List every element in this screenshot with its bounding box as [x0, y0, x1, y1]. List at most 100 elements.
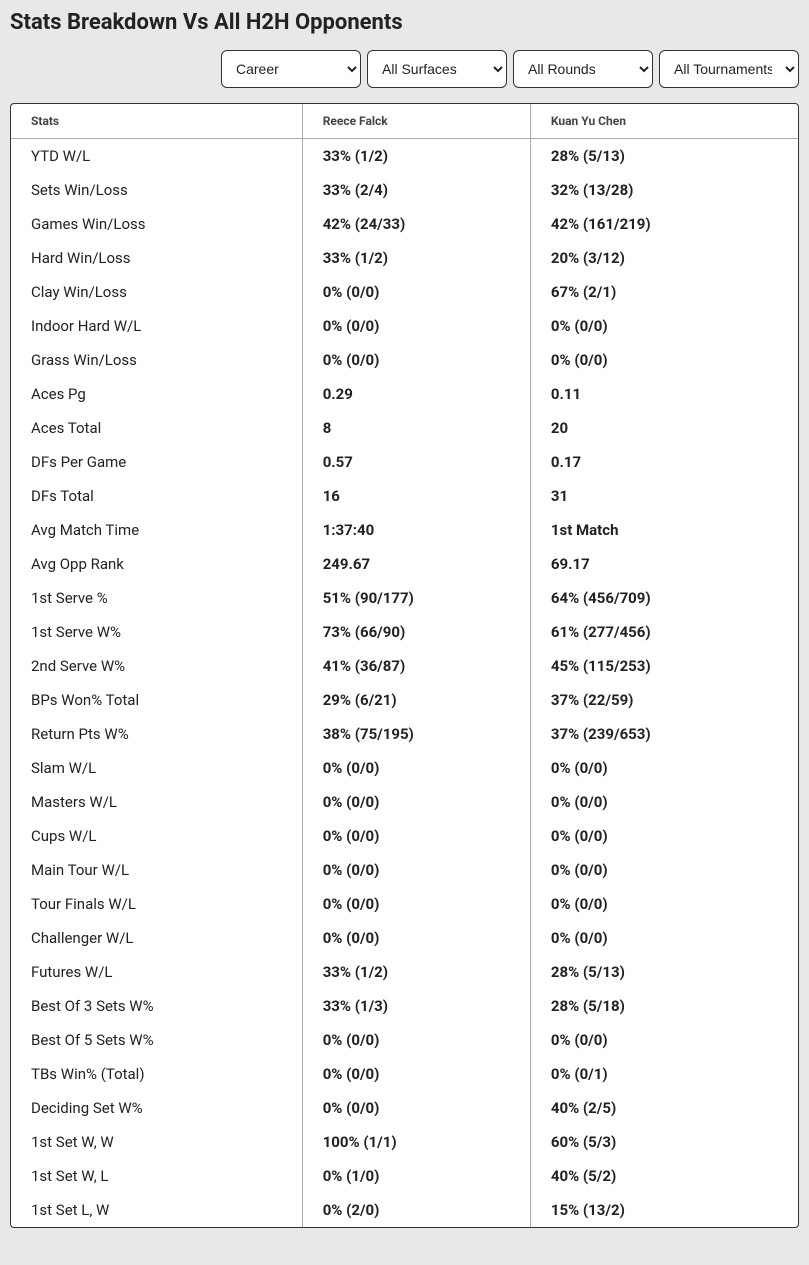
stat-value-player1: 33% (1/3)	[302, 989, 530, 1023]
table-row: Aces Pg0.290.11	[11, 377, 798, 411]
table-row: TBs Win% (Total)0% (0/0)0% (0/1)	[11, 1057, 798, 1091]
stat-label: TBs Win% (Total)	[11, 1057, 302, 1091]
round-select[interactable]: All Rounds	[513, 50, 653, 88]
table-row: Avg Opp Rank249.6769.17	[11, 547, 798, 581]
stat-value-player1: 0% (0/0)	[302, 275, 530, 309]
table-row: Games Win/Loss42% (24/33)42% (161/219)	[11, 207, 798, 241]
stat-value-player2: 0% (0/0)	[530, 751, 798, 785]
stat-value-player1: 0% (0/0)	[302, 819, 530, 853]
stat-value-player2: 40% (5/2)	[530, 1159, 798, 1193]
stat-value-player1: 0.29	[302, 377, 530, 411]
stat-value-player2: 0% (0/0)	[530, 887, 798, 921]
stat-value-player2: 69.17	[530, 547, 798, 581]
stats-table-wrap: Stats Reece Falck Kuan Yu Chen YTD W/L33…	[10, 103, 799, 1228]
stat-value-player1: 0% (0/0)	[302, 1057, 530, 1091]
stat-value-player2: 61% (277/456)	[530, 615, 798, 649]
table-row: Avg Match Time1:37:401st Match	[11, 513, 798, 547]
page-title: Stats Breakdown Vs All H2H Opponents	[10, 10, 799, 35]
table-row: Masters W/L0% (0/0)0% (0/0)	[11, 785, 798, 819]
stat-value-player1: 42% (24/33)	[302, 207, 530, 241]
table-row: Grass Win/Loss0% (0/0)0% (0/0)	[11, 343, 798, 377]
stat-label: Clay Win/Loss	[11, 275, 302, 309]
stat-label: 2nd Serve W%	[11, 649, 302, 683]
period-select[interactable]: Career	[221, 50, 361, 88]
stat-label: DFs Total	[11, 479, 302, 513]
table-row: Cups W/L0% (0/0)0% (0/0)	[11, 819, 798, 853]
column-header-stats: Stats	[11, 104, 302, 139]
table-row: DFs Total1631	[11, 479, 798, 513]
stat-label: Slam W/L	[11, 751, 302, 785]
table-row: 1st Set W, W100% (1/1)60% (5/3)	[11, 1125, 798, 1159]
stat-value-player2: 15% (13/2)	[530, 1193, 798, 1227]
stat-value-player1: 0% (0/0)	[302, 921, 530, 955]
stat-label: Main Tour W/L	[11, 853, 302, 887]
table-row: Challenger W/L0% (0/0)0% (0/0)	[11, 921, 798, 955]
stat-value-player2: 64% (456/709)	[530, 581, 798, 615]
stat-value-player1: 16	[302, 479, 530, 513]
stat-value-player1: 41% (36/87)	[302, 649, 530, 683]
stat-value-player2: 0% (0/1)	[530, 1057, 798, 1091]
tournament-select[interactable]: All Tournaments	[659, 50, 799, 88]
stat-value-player1: 0% (0/0)	[302, 751, 530, 785]
stat-value-player2: 0% (0/0)	[530, 785, 798, 819]
stat-value-player1: 0% (0/0)	[302, 309, 530, 343]
stat-value-player2: 0% (0/0)	[530, 343, 798, 377]
stat-label: Aces Total	[11, 411, 302, 445]
stat-label: Challenger W/L	[11, 921, 302, 955]
stat-label: Avg Match Time	[11, 513, 302, 547]
stat-value-player2: 60% (5/3)	[530, 1125, 798, 1159]
filters-bar: Career All Surfaces All Rounds All Tourn…	[10, 50, 799, 88]
table-row: 1st Set L, W0% (2/0)15% (13/2)	[11, 1193, 798, 1227]
stat-value-player2: 0.17	[530, 445, 798, 479]
stat-label: Return Pts W%	[11, 717, 302, 751]
stat-value-player1: 249.67	[302, 547, 530, 581]
stat-label: 1st Set L, W	[11, 1193, 302, 1227]
stat-value-player1: 33% (2/4)	[302, 173, 530, 207]
stat-value-player1: 0.57	[302, 445, 530, 479]
stat-value-player1: 100% (1/1)	[302, 1125, 530, 1159]
stat-label: Deciding Set W%	[11, 1091, 302, 1125]
stat-value-player1: 29% (6/21)	[302, 683, 530, 717]
table-row: Clay Win/Loss0% (0/0)67% (2/1)	[11, 275, 798, 309]
stat-label: Best Of 5 Sets W%	[11, 1023, 302, 1057]
stat-value-player2: 20	[530, 411, 798, 445]
table-row: Futures W/L33% (1/2)28% (5/13)	[11, 955, 798, 989]
stat-label: 1st Serve %	[11, 581, 302, 615]
stat-value-player2: 0% (0/0)	[530, 819, 798, 853]
table-row: Indoor Hard W/L0% (0/0)0% (0/0)	[11, 309, 798, 343]
stat-value-player1: 1:37:40	[302, 513, 530, 547]
stat-value-player1: 0% (0/0)	[302, 785, 530, 819]
table-row: Deciding Set W%0% (0/0)40% (2/5)	[11, 1091, 798, 1125]
surface-select[interactable]: All Surfaces	[367, 50, 507, 88]
table-row: YTD W/L33% (1/2)28% (5/13)	[11, 139, 798, 174]
stat-value-player2: 20% (3/12)	[530, 241, 798, 275]
stat-label: Hard Win/Loss	[11, 241, 302, 275]
table-row: Return Pts W%38% (75/195)37% (239/653)	[11, 717, 798, 751]
stat-label: Futures W/L	[11, 955, 302, 989]
column-header-player1: Reece Falck	[302, 104, 530, 139]
stat-value-player2: 0% (0/0)	[530, 853, 798, 887]
table-row: Tour Finals W/L0% (0/0)0% (0/0)	[11, 887, 798, 921]
stat-label: DFs Per Game	[11, 445, 302, 479]
stat-value-player1: 33% (1/2)	[302, 955, 530, 989]
stat-value-player1: 8	[302, 411, 530, 445]
stat-label: Games Win/Loss	[11, 207, 302, 241]
table-row: Slam W/L0% (0/0)0% (0/0)	[11, 751, 798, 785]
stat-value-player2: 42% (161/219)	[530, 207, 798, 241]
stat-label: Masters W/L	[11, 785, 302, 819]
stat-label: YTD W/L	[11, 139, 302, 174]
stat-value-player2: 0% (0/0)	[530, 1023, 798, 1057]
stat-value-player2: 31	[530, 479, 798, 513]
table-row: Aces Total820	[11, 411, 798, 445]
stat-label: Sets Win/Loss	[11, 173, 302, 207]
stat-label: Best Of 3 Sets W%	[11, 989, 302, 1023]
stat-value-player1: 0% (0/0)	[302, 1023, 530, 1057]
stat-value-player2: 32% (13/28)	[530, 173, 798, 207]
stat-label: 1st Serve W%	[11, 615, 302, 649]
stat-value-player1: 0% (0/0)	[302, 1091, 530, 1125]
stat-value-player1: 0% (0/0)	[302, 887, 530, 921]
stat-label: Grass Win/Loss	[11, 343, 302, 377]
stat-value-player2: 0% (0/0)	[530, 309, 798, 343]
stat-value-player2: 28% (5/18)	[530, 989, 798, 1023]
stat-value-player2: 37% (22/59)	[530, 683, 798, 717]
